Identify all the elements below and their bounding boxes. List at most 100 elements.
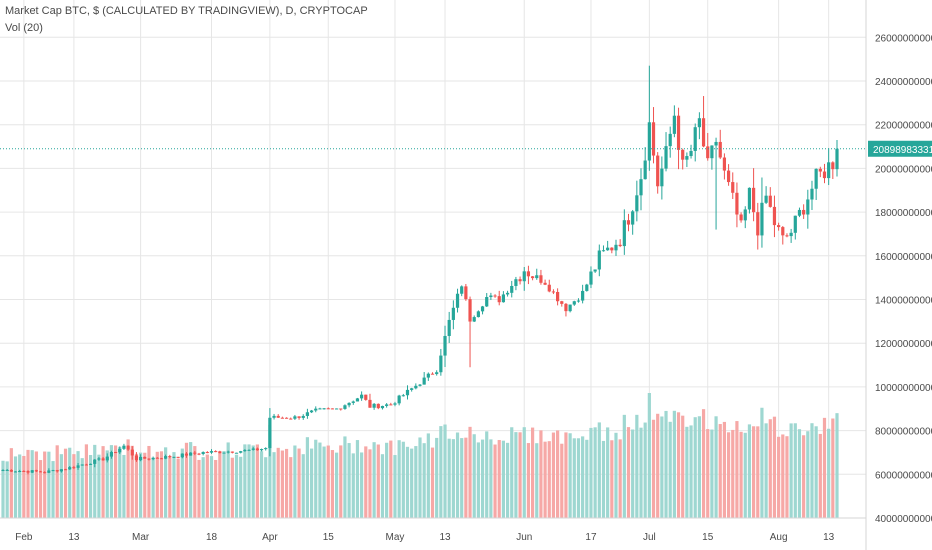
candle-body (418, 384, 422, 386)
candle-body (664, 146, 668, 169)
volume-bar (697, 416, 701, 518)
candle-body (693, 127, 697, 151)
candle-body (72, 467, 76, 469)
volume-bar (693, 417, 697, 518)
candle-body (389, 404, 393, 406)
volume-bar (760, 407, 764, 518)
x-axis[interactable]: Feb 13 Mar 18 Apr 15 May 13 Jun 17 Jul 15 Aug 13 (0, 517, 866, 543)
candle-body (360, 394, 364, 399)
volume-bar (38, 460, 43, 518)
volume-bar (831, 418, 835, 518)
volume-bar (134, 453, 139, 518)
candle-body (781, 227, 785, 236)
volume-indicator-label[interactable]: Vol (20) (5, 22, 43, 34)
chart-title[interactable]: Market Cap BTC, $ (CALCULATED BY TRADING… (5, 5, 368, 17)
candle-body (222, 452, 226, 454)
candle-body (597, 250, 601, 270)
candle-body (556, 291, 560, 302)
candle-body (393, 403, 397, 405)
volume-bar (443, 424, 447, 518)
candle-body (710, 145, 714, 159)
candle-body (493, 295, 497, 297)
volume-bar (568, 433, 572, 518)
volume-bar (193, 446, 197, 518)
candle-body (651, 122, 656, 156)
candle-body (706, 146, 710, 159)
candle-body (230, 451, 234, 453)
candle-body (451, 307, 455, 320)
volume-bar (435, 437, 439, 518)
candle-body (435, 372, 439, 375)
candle-body (101, 458, 105, 461)
candle-body (689, 150, 693, 157)
candle-body (385, 404, 389, 406)
candle-body (468, 299, 472, 322)
volume-bar (455, 432, 460, 518)
volume-bar (564, 432, 568, 518)
candle-body (793, 215, 797, 233)
candle-body (676, 115, 681, 150)
volume-bar (447, 438, 451, 518)
candle-body (777, 225, 781, 228)
candle-body (789, 232, 793, 237)
volume-bar (814, 426, 818, 518)
candle-body (239, 451, 243, 453)
x-tick-label: 13 (823, 532, 835, 543)
candle-body (806, 199, 810, 215)
volume-bar (201, 457, 205, 518)
volume-bar (701, 409, 706, 518)
candle-body (601, 250, 606, 252)
volume-bar (514, 432, 518, 518)
candle-body (326, 408, 330, 410)
candle-body (635, 195, 639, 212)
volume-bar (601, 440, 606, 518)
volume-bar (430, 447, 435, 518)
y-tick-label: 100000000000 (875, 383, 932, 394)
volume-bar (268, 424, 272, 518)
candle-body (797, 209, 802, 216)
candle-body (785, 235, 789, 237)
candle-body (297, 416, 301, 418)
candle-body (656, 155, 660, 187)
volume-bar (5, 461, 9, 518)
volume-bar (155, 451, 159, 518)
volume-bar (326, 445, 330, 518)
volume-bar (347, 443, 351, 518)
volume-bar (772, 416, 777, 518)
volume-bar (63, 448, 68, 518)
candle-body (234, 452, 239, 454)
y-axis[interactable]: 40000000000 60000000000 80000000000 1000000… (865, 0, 932, 550)
volume-bar (747, 424, 752, 518)
candle-body (372, 403, 376, 408)
candle-body (63, 469, 68, 471)
volume-bar (22, 455, 26, 518)
volume-bar (151, 458, 155, 518)
volume-bar (827, 428, 831, 518)
candle-body (731, 182, 735, 193)
volume-bar (726, 432, 731, 518)
last-price-badge (868, 140, 932, 157)
volume-bar (606, 427, 610, 518)
candle-body (280, 417, 284, 419)
volume-bar (147, 445, 151, 518)
candle-body (22, 470, 26, 472)
candle-body (522, 271, 526, 282)
y-tick-label: 200000000000 (875, 164, 932, 175)
candle-body (526, 271, 531, 277)
candle-body (301, 415, 305, 418)
candle-body (718, 141, 722, 158)
volume-bar (405, 446, 410, 518)
candle-body (581, 290, 585, 301)
candle-body (105, 456, 109, 461)
volume-bar (589, 427, 593, 518)
volume-bar (647, 393, 651, 518)
candle-body (284, 417, 289, 419)
candle-body (535, 275, 539, 279)
candle-body (455, 293, 460, 308)
y-tick-label: 60000000000 (875, 470, 932, 481)
candle-body (184, 453, 189, 456)
last-price-value: 208989833319 (873, 145, 932, 156)
candle-body (268, 417, 272, 449)
candle-body (722, 157, 727, 171)
